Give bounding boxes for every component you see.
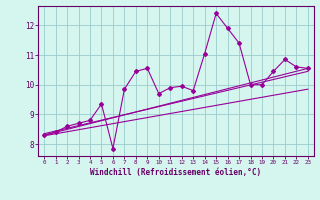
X-axis label: Windchill (Refroidissement éolien,°C): Windchill (Refroidissement éolien,°C)	[91, 168, 261, 177]
